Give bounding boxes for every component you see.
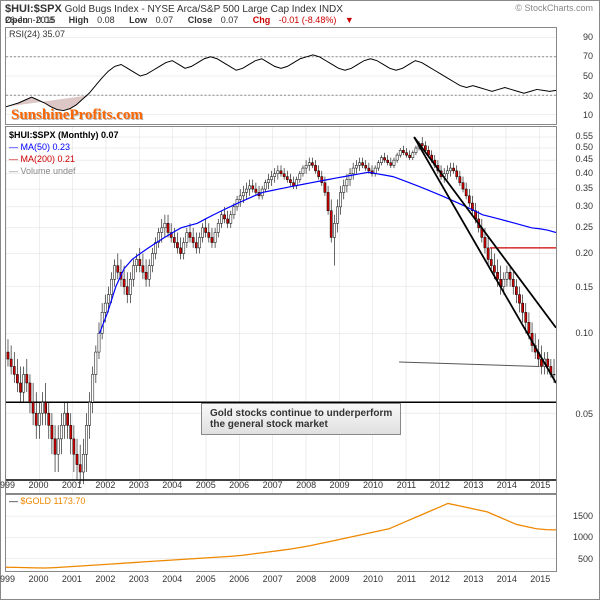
main-panel xyxy=(5,126,557,494)
legend-ma50: — MA(50) 0.23 xyxy=(9,141,119,153)
chart-container: $HUI:$SPX Gold Bugs Index - NYSE Arca/S&… xyxy=(0,0,600,600)
main-xaxis: 1999200020012002200320042005200620072008… xyxy=(5,480,557,494)
watermark: SunshineProfits.com xyxy=(11,107,143,124)
chart-attribution: © StockCharts.com xyxy=(515,3,593,13)
gold-xaxis: 1999200020012002200320042005200620072008… xyxy=(5,574,557,588)
chart-title: Gold Bugs Index - NYSE Arca/S&P 500 Larg… xyxy=(65,4,343,15)
ohlc-row: Open 0.08 High 0.08 Low 0.07 Close 0.07 … xyxy=(5,15,366,25)
gold-yaxis: 50010001500 xyxy=(559,494,595,572)
main-yaxis: 0.050.100.150.200.250.300.350.400.450.50… xyxy=(559,126,595,494)
rsi-label: RSI(24) 35.07 xyxy=(9,29,65,39)
legend-ma200: — MA(200) 0.21 xyxy=(9,153,119,165)
rsi-yaxis: 1030507090 xyxy=(559,27,595,125)
chart-symbol: $HUI:$SPX xyxy=(5,3,62,15)
annotation-callout: Gold stocks continue to underperform the… xyxy=(201,403,401,435)
gold-panel xyxy=(5,494,557,572)
gold-label: — $GOLD 1173.70 xyxy=(9,496,85,506)
legend-volume: — Volume undef xyxy=(9,165,119,177)
main-legend: $HUI:$SPX (Monthly) 0.07 — MA(50) 0.23 —… xyxy=(9,129,119,177)
legend-symbol: $HUI:$SPX (Monthly) 0.07 xyxy=(9,129,119,141)
